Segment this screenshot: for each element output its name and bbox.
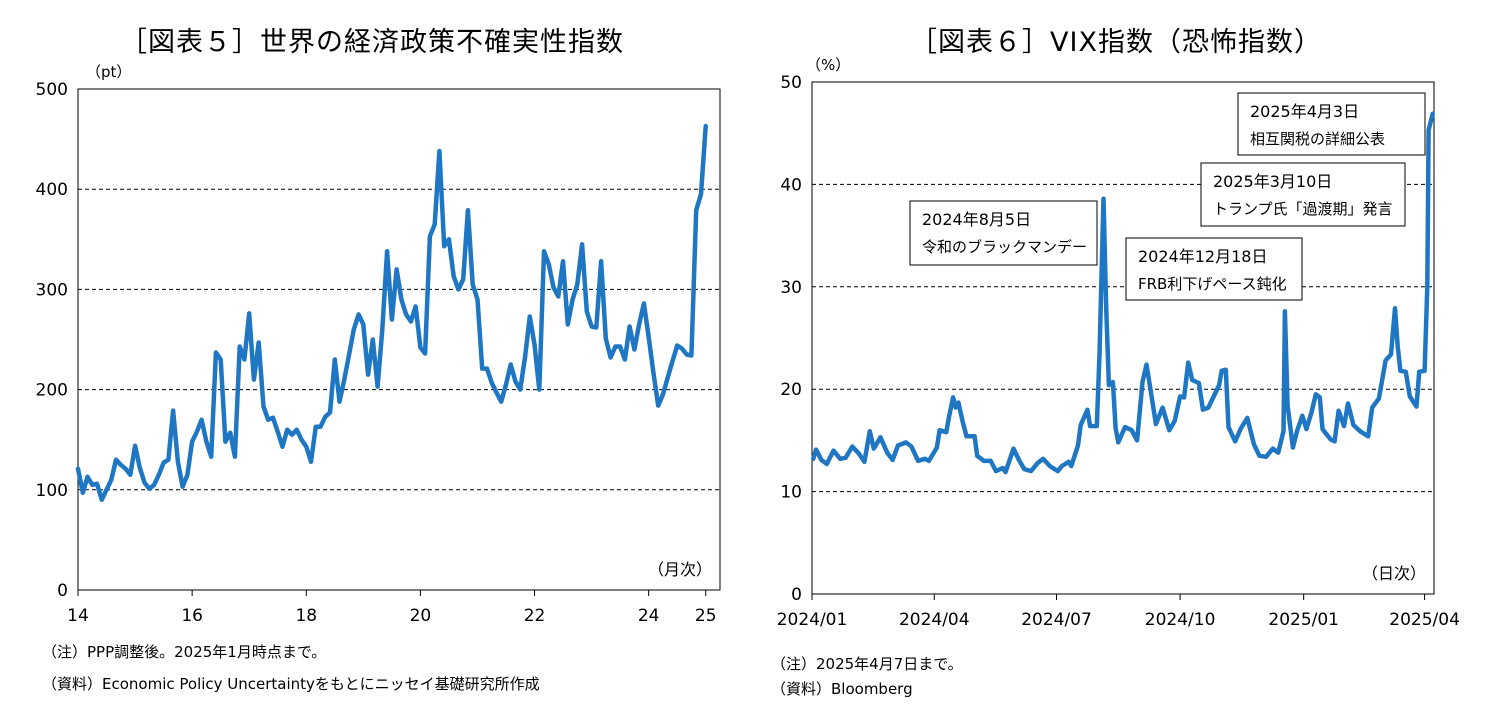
y-tick-label: 100 (36, 481, 68, 501)
chart-note: （注）PPP調整後。2025年1月時点まで。 (42, 643, 327, 661)
x-tick-label: 14 (67, 606, 89, 626)
annotation-box (1125, 237, 1303, 301)
annotation-box (909, 200, 1098, 266)
plot-frame (811, 81, 1435, 595)
chart-source: （資料）Economic Policy Uncertaintyをもとにニッセイ基… (42, 675, 540, 693)
chart-source: （資料）Bloomberg (771, 680, 913, 698)
annotation-event: 相互関税の詳細公表 (1250, 130, 1385, 148)
y-tick-label: 500 (36, 80, 68, 100)
x-tick-label: 2024/01 (777, 610, 848, 630)
x-tick-label: 24 (638, 606, 660, 626)
annotation-date: 2025年4月3日 (1250, 102, 1359, 121)
y-tick-label: 10 (780, 483, 802, 503)
x-tick-label: 2024/04 (899, 610, 970, 630)
y-tick-label: 200 (36, 381, 68, 401)
series-line (75, 123, 708, 503)
frequency-label: （日次） (1362, 564, 1426, 583)
chart-title: ［図表６］VIX指数（恐怖指数） (910, 27, 1322, 58)
y-tick-label: 0 (57, 581, 68, 601)
annotation-box (1237, 92, 1426, 156)
x-tick-label: 2024/07 (1021, 610, 1092, 630)
x-tick-label: 2025/01 (1268, 610, 1339, 630)
y-tick-label: 20 (780, 380, 802, 400)
x-tick-label: 25 (695, 606, 717, 626)
frequency-label: （月次） (648, 560, 712, 579)
y-unit-label: （%） (806, 56, 850, 74)
x-tick-label: 18 (295, 606, 317, 626)
x-tick-label: 22 (524, 606, 546, 626)
annotation-event: トランプ氏「過渡期」発言 (1213, 200, 1393, 218)
x-tick-label: 16 (181, 606, 203, 626)
annotation-date: 2024年12月18日 (1138, 247, 1267, 266)
vix-line-chart: 0 10 20 30 40 50 2024/01 2024/04 2024/07 2024/10 2… (777, 56, 1460, 630)
x-tick-label: 20 (410, 606, 432, 626)
series-line (811, 111, 1435, 475)
chart-title: ［図表５］世界の経済政策不確実性指数 (120, 27, 624, 58)
epu-line-chart: 0 100 200 300 400 500 14 16 18 20 22 24 25 （pt） （月次） (36, 63, 721, 626)
y-tick-label: 400 (36, 180, 68, 200)
x-tick-label: 2024/10 (1145, 610, 1216, 630)
y-tick-label: 300 (36, 280, 68, 300)
y-unit-label: （pt） (86, 63, 131, 81)
annotation-date: 2025年3月10日 (1213, 172, 1332, 191)
vix-chart-panel: ［図表６］VIX指数（恐怖指数） 0 10 20 30 40 50 2024/01 2024/… (744, 0, 1488, 727)
y-tick-label: 40 (780, 175, 802, 195)
annotation-date: 2024年8月5日 (922, 210, 1031, 229)
y-tick-label: 30 (780, 278, 802, 298)
plot-frame (77, 88, 721, 591)
y-tick-label: 0 (791, 585, 802, 605)
x-tick-label: 2025/04 (1389, 610, 1460, 630)
annotation-event: 令和のブラックマンデー (922, 238, 1087, 256)
annotation-box (1200, 162, 1406, 227)
annotation-event: FRB利下げペース鈍化 (1138, 275, 1287, 293)
chart-note: （注）2025年4月7日まで。 (771, 655, 963, 673)
epu-chart-panel: ［図表５］世界の経済政策不確実性指数 0 100 200 300 400 500 14 16 1… (36, 27, 721, 693)
y-tick-label: 50 (780, 73, 802, 93)
